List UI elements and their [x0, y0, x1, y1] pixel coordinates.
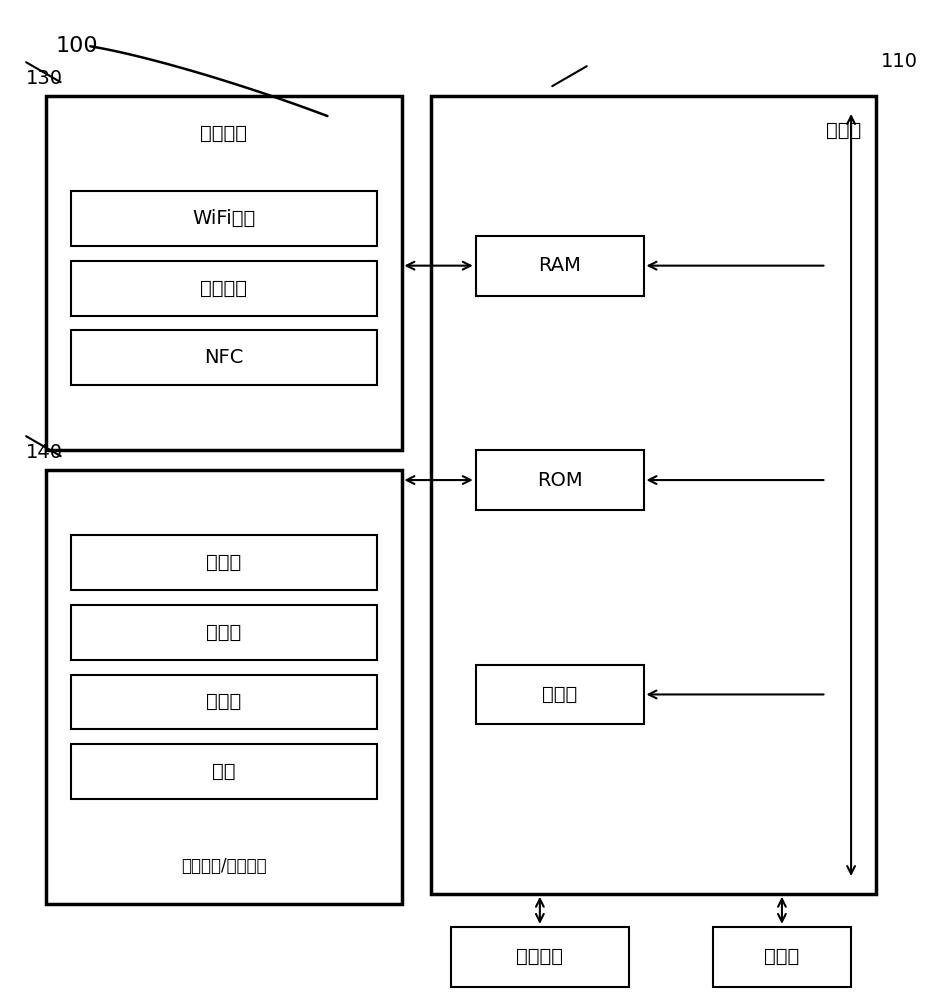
FancyBboxPatch shape	[70, 261, 377, 316]
Text: 处理器: 处理器	[542, 685, 578, 704]
FancyBboxPatch shape	[70, 605, 377, 660]
FancyBboxPatch shape	[70, 744, 377, 799]
Text: WiFi芯片: WiFi芯片	[192, 209, 255, 228]
FancyBboxPatch shape	[713, 927, 851, 987]
Text: 140: 140	[26, 443, 63, 462]
FancyBboxPatch shape	[45, 470, 401, 904]
Text: 110: 110	[881, 52, 918, 71]
Text: 蓝牙模块: 蓝牙模块	[200, 279, 248, 298]
Text: 控制器: 控制器	[826, 121, 861, 140]
FancyBboxPatch shape	[476, 236, 643, 296]
FancyBboxPatch shape	[45, 96, 401, 450]
Text: 供电电源: 供电电源	[516, 947, 564, 966]
Text: 麦克风: 麦克风	[206, 553, 241, 572]
Text: 传感器: 传感器	[206, 692, 241, 711]
Text: 130: 130	[26, 69, 63, 88]
FancyBboxPatch shape	[431, 96, 876, 894]
Text: 100: 100	[56, 36, 98, 56]
FancyBboxPatch shape	[70, 191, 377, 246]
Text: 存储器: 存储器	[764, 947, 800, 966]
FancyBboxPatch shape	[70, 535, 377, 590]
Text: 触摸板: 触摸板	[206, 623, 241, 642]
Text: RAM: RAM	[539, 256, 581, 275]
FancyBboxPatch shape	[476, 665, 643, 724]
FancyBboxPatch shape	[476, 450, 643, 510]
Text: NFC: NFC	[204, 348, 244, 367]
FancyBboxPatch shape	[70, 675, 377, 729]
FancyBboxPatch shape	[70, 330, 377, 385]
Text: 按键: 按键	[212, 762, 235, 781]
Text: ROM: ROM	[537, 471, 582, 490]
FancyBboxPatch shape	[451, 927, 629, 987]
Text: 用户输入/输出接口: 用户输入/输出接口	[181, 857, 266, 875]
Text: 通信接口: 通信接口	[200, 124, 248, 143]
